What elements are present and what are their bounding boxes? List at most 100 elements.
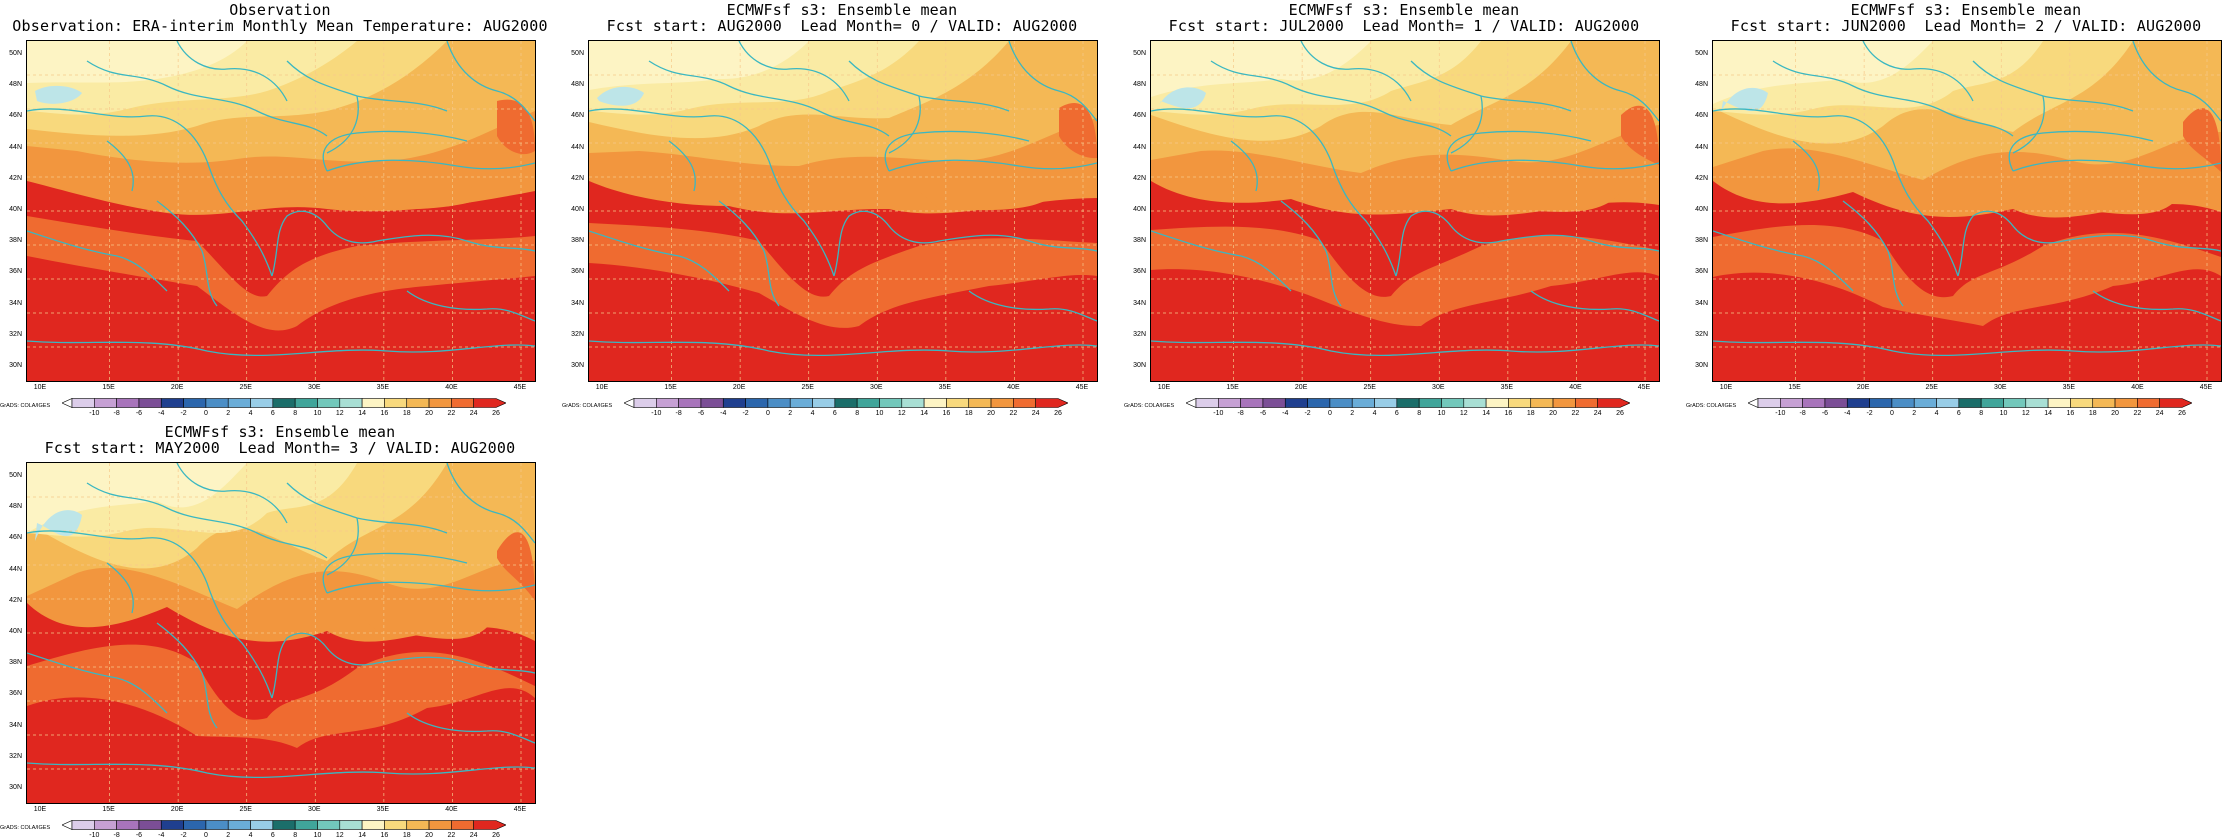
lon-tick-label: 15E	[664, 384, 677, 391]
lat-tick-label: 44N	[9, 143, 22, 151]
coastline	[2132, 41, 2221, 122]
colorbar-swatch	[272, 398, 296, 408]
colorbar-under-arrow	[1186, 398, 1197, 408]
colorbar-label: 22	[1009, 410, 1018, 417]
colorbar-label: 10	[875, 410, 884, 417]
colorbar-label: 2	[788, 410, 793, 417]
lon-tick-label: 30E	[308, 806, 321, 813]
lat-tick-label: 50N	[1133, 50, 1146, 57]
coastline	[2008, 130, 2154, 172]
temperature-map	[1150, 40, 1660, 382]
lat-tick-label: 40N	[571, 206, 584, 213]
colorbar-swatch	[272, 820, 296, 830]
colorbar-swatch	[1374, 398, 1398, 408]
lat-tick-label: 46N	[9, 534, 22, 542]
band-16	[589, 41, 809, 90]
lat-tick-label: 50N	[1695, 50, 1708, 57]
lon-tick-label: 10E	[1719, 384, 1733, 391]
panel-title: ECMWFsf s3: Ensemble mean	[726, 1, 958, 19]
band-16	[27, 41, 247, 83]
grads-credit: GrADS: COLA/IGES	[1686, 403, 1737, 409]
panel-subtitle: Fcst start: JUN2000 Lead Month= 2 / VALI…	[1730, 17, 2202, 35]
lat-tick-label: 42N	[9, 174, 22, 182]
colorbar-swatch	[789, 398, 813, 408]
colorbar-label: -10	[1775, 410, 1786, 417]
panel-subtitle: Observation: ERA-interim Monthly Mean Te…	[12, 17, 548, 35]
coastline	[27, 230, 168, 292]
panel-subtitle: Fcst start: AUG2000 Lead Month= 0 / VALI…	[606, 17, 1078, 35]
colorbar-label: 6	[270, 410, 275, 417]
colorbar-swatch	[339, 820, 363, 830]
colorbar-label: 26	[492, 410, 500, 417]
coastline	[2092, 290, 2221, 322]
colorbar-swatch	[923, 398, 947, 408]
lon-tick-label: 20E	[170, 384, 184, 391]
lat-tick-label: 50N	[9, 50, 22, 57]
colorbar-label: 0	[765, 410, 770, 417]
lon-tick-label: 10E	[33, 384, 47, 391]
colorbar-label: 16	[2066, 410, 2075, 417]
coastline	[27, 652, 168, 714]
coastline	[1300, 41, 1412, 102]
colorbar-swatch	[990, 398, 1014, 408]
colorbar-label: 18	[1526, 410, 1535, 417]
map-panel: ECMWFsf s3: Ensemble mean Fcst start: JUL…	[1124, 0, 1684, 418]
colorbar-label: -8	[113, 832, 120, 839]
colorbar-swatch	[361, 820, 385, 830]
grads-credit: GrADS: COLA/IGES	[1124, 403, 1175, 409]
lat-tick-label: 48N	[9, 503, 22, 511]
colorbar-swatch	[1307, 398, 1331, 408]
colorbar-swatch	[1802, 398, 1826, 408]
lon-tick-label: 45E	[513, 806, 527, 813]
lon-tick-label: 25E	[801, 384, 814, 391]
colorbar-swatch	[451, 820, 474, 830]
lat-tick-label: 40N	[1133, 206, 1146, 213]
colorbar-label: -2	[1866, 410, 1873, 417]
coastline	[833, 210, 1097, 277]
colorbar-swatch	[317, 398, 341, 408]
warm-tongue-black-sea	[919, 186, 1059, 211]
colorbar-swatch	[745, 398, 769, 408]
panel-title: ECMWFsf s3: Ensemble mean	[1288, 1, 1520, 19]
colorbar-swatch	[294, 820, 318, 830]
colorbar-swatch	[1936, 398, 1960, 408]
colorbar-swatch	[1240, 398, 1264, 408]
lon-tick-label: 20E	[1294, 384, 1308, 391]
map-panel: ECMWFsf s3: Ensemble mean Fcst start: AUG…	[562, 0, 1122, 418]
colorbar-label: 12	[1459, 410, 1468, 417]
lat-tick-label: 32N	[1695, 330, 1708, 338]
colorbar: GrADS: COLA/IGES -10 -8 -6 -4 -2 0 2 4 6 8 10 12 14 16…	[1686, 397, 2240, 417]
colorbar-under-arrow	[624, 398, 635, 408]
lon-tick-label: 40E	[2131, 384, 2144, 391]
lon-tick-label: 15E	[102, 806, 115, 813]
colorbar-label: -6	[135, 832, 143, 839]
colorbar-swatch	[473, 398, 506, 408]
lon-tick-label: 20E	[1856, 384, 1870, 391]
colorbar-swatch	[2070, 398, 2094, 408]
band-16	[1151, 41, 1371, 97]
colorbar-label: 14	[2044, 410, 2052, 417]
coastline	[888, 159, 1097, 172]
band-16	[1713, 41, 1933, 104]
coastline	[326, 159, 535, 172]
colorbar-label: -4	[1844, 410, 1851, 417]
colorbar-label: 4	[1934, 410, 1939, 417]
coastline	[156, 622, 218, 729]
colorbar-label: 12	[335, 832, 344, 839]
colorbar-swatch	[384, 820, 408, 830]
coastline	[1151, 340, 1659, 357]
lat-tick-label: 30N	[9, 362, 22, 369]
colorbar-under-arrow	[62, 820, 73, 830]
lat-tick-label: 44N	[571, 143, 584, 151]
colorbar-swatch	[1284, 398, 1308, 408]
lat-tick-label: 48N	[9, 81, 22, 89]
colorbar-label: 0	[203, 832, 208, 839]
panel-title: ECMWFsf s3: Ensemble mean	[1850, 1, 2082, 19]
lon-tick-label: 25E	[239, 384, 252, 391]
colorbar-label: 24	[1593, 410, 1602, 417]
colorbar-swatch	[406, 820, 430, 830]
colorbar-label: -8	[113, 410, 120, 417]
colorbar-label: 20	[2111, 410, 2119, 417]
colorbar-label: -6	[1821, 410, 1829, 417]
colorbar-swatch	[1396, 398, 1420, 408]
